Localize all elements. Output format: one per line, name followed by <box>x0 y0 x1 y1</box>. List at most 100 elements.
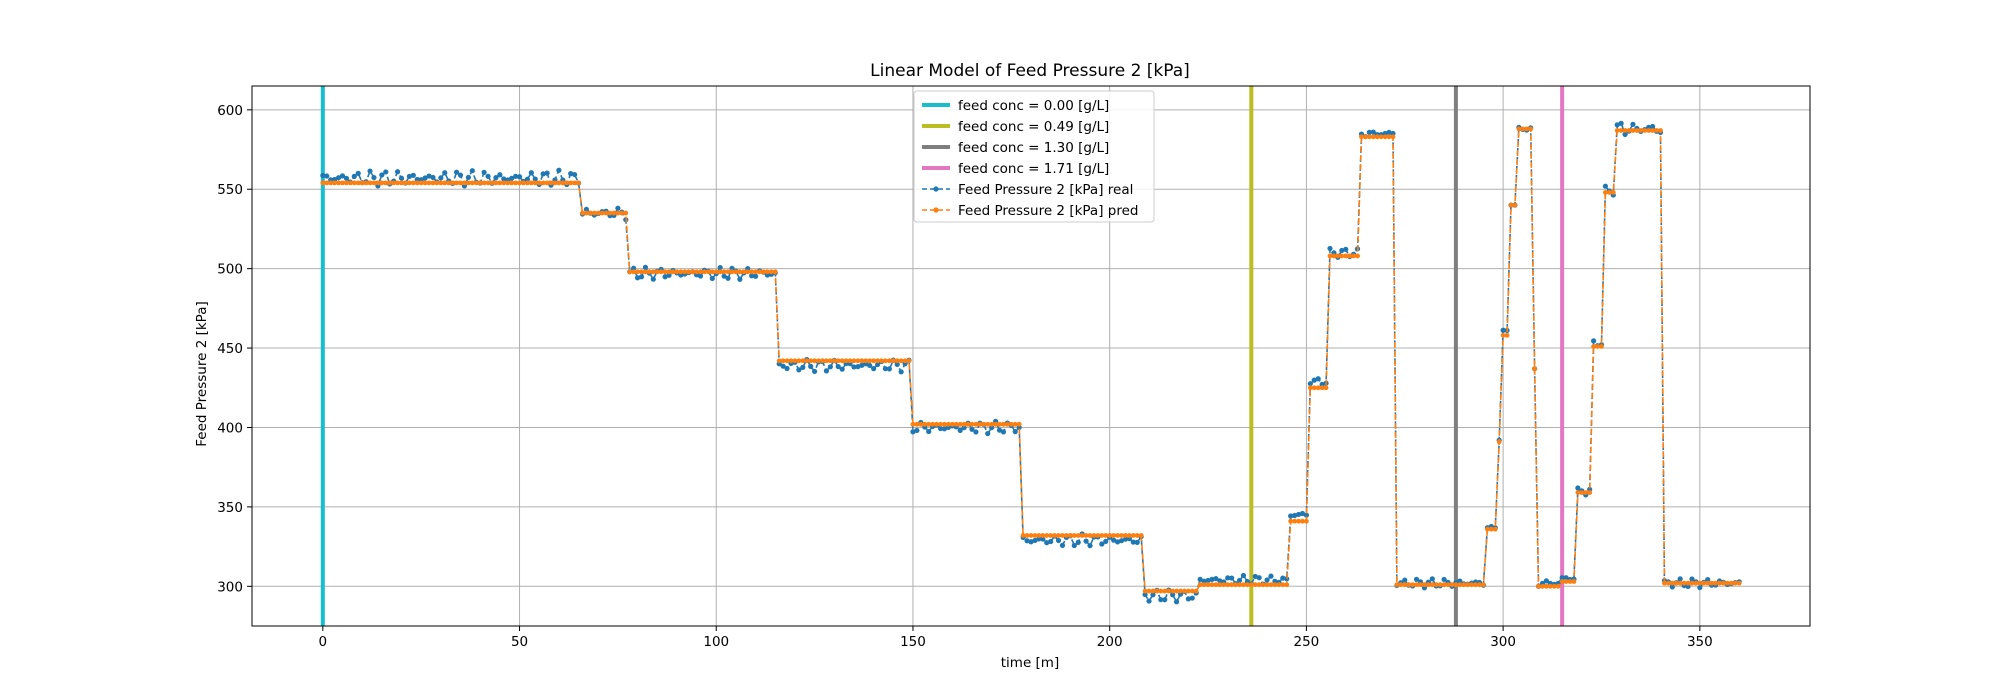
pred-point <box>1575 490 1581 495</box>
real-point <box>800 364 806 370</box>
pred-point <box>1040 533 1046 538</box>
pred-point <box>942 421 947 427</box>
pred-point <box>1052 533 1058 538</box>
pred-point <box>1571 579 1577 584</box>
pred-point <box>851 358 857 364</box>
real-point <box>1055 537 1062 544</box>
pred-point <box>615 210 621 216</box>
real-point <box>871 366 877 372</box>
pred-point <box>1075 533 1081 538</box>
real-point <box>406 173 412 180</box>
pred-point <box>1402 582 1408 588</box>
pred-point <box>1087 533 1093 538</box>
pred-point <box>1001 421 1006 427</box>
real-point <box>1103 538 1109 544</box>
real-point <box>1650 123 1656 130</box>
pred-point <box>1524 126 1530 132</box>
pred-point <box>1536 583 1541 589</box>
pred-point <box>1032 533 1038 538</box>
real-point <box>1264 577 1270 583</box>
real-point <box>1111 537 1117 543</box>
pred-point <box>737 269 743 275</box>
pred-point <box>784 358 790 364</box>
real-point <box>882 366 889 372</box>
pred-point <box>1260 582 1266 588</box>
pred-point <box>505 180 511 186</box>
real-point <box>796 367 802 373</box>
pred-point <box>1146 588 1152 594</box>
real-point <box>1024 538 1030 544</box>
pred-point <box>1677 580 1683 586</box>
pred-point <box>761 269 766 275</box>
pred-point <box>1650 128 1656 133</box>
pred-point <box>890 358 896 364</box>
pred-point <box>729 269 735 275</box>
legend-label: feed conc = 0.00 [g/L] <box>958 98 1109 114</box>
chart-title: Linear Model of Feed Pressure 2 [kPa] <box>870 61 1190 81</box>
pred-point <box>332 180 338 186</box>
real-point <box>351 173 357 179</box>
pred-point <box>1020 533 1026 538</box>
real-point <box>1327 245 1333 252</box>
pred-point <box>599 210 605 216</box>
vline-layer <box>320 86 1565 626</box>
pred-point <box>1178 588 1183 594</box>
pred-point <box>1359 134 1364 140</box>
real-point <box>513 173 519 179</box>
pred-point <box>1343 253 1349 259</box>
pred-point <box>595 210 601 216</box>
pred-point <box>768 269 774 275</box>
pred-point <box>1241 582 1246 588</box>
legend-label: feed conc = 1.30 [g/L] <box>958 140 1109 156</box>
pred-point <box>674 269 680 275</box>
real-point <box>398 175 405 181</box>
pred-point <box>1374 134 1380 140</box>
real-point <box>430 174 436 181</box>
real-point <box>1205 577 1211 584</box>
real-point <box>1036 536 1042 542</box>
pred-point <box>1453 582 1459 588</box>
pred-point <box>1473 582 1478 588</box>
real-point <box>1630 121 1636 127</box>
real-point <box>1197 576 1203 582</box>
pred-point <box>757 269 762 275</box>
pred-point <box>957 421 963 427</box>
real-point <box>1146 598 1152 604</box>
real-point <box>941 426 948 432</box>
pred-point <box>513 180 519 186</box>
pred-point <box>702 269 707 275</box>
pred-point <box>820 358 825 364</box>
plot-frame <box>251 85 1811 627</box>
real-point <box>1217 578 1223 584</box>
pred-point <box>1103 533 1109 538</box>
real-point <box>1150 592 1156 598</box>
pred-point <box>1496 439 1502 445</box>
pred-point <box>1591 344 1597 349</box>
pred-point <box>324 180 330 186</box>
real-point <box>709 275 715 282</box>
y-tick-label: 400 <box>217 420 243 436</box>
pred-point <box>1083 533 1089 538</box>
pred-point <box>410 180 416 186</box>
pred-point <box>1709 580 1715 586</box>
pred-point <box>717 269 723 275</box>
pred-point <box>1638 128 1644 133</box>
pred-point <box>1079 533 1085 538</box>
real-point <box>379 172 385 178</box>
pred-point <box>1351 253 1357 259</box>
real-point <box>465 174 471 181</box>
real-point <box>1292 512 1298 519</box>
real-point <box>324 173 330 179</box>
pred-point <box>560 180 566 186</box>
real-point <box>453 169 460 175</box>
pred-point <box>1433 582 1439 588</box>
pred-point <box>607 210 613 216</box>
pred-point <box>501 180 507 186</box>
pred-point <box>753 269 758 275</box>
real-point <box>1000 429 1007 435</box>
real-point <box>1697 584 1703 591</box>
real-point <box>371 174 377 181</box>
pred-point <box>1697 580 1703 586</box>
pred-point <box>1547 583 1553 589</box>
pred-point <box>635 269 640 275</box>
